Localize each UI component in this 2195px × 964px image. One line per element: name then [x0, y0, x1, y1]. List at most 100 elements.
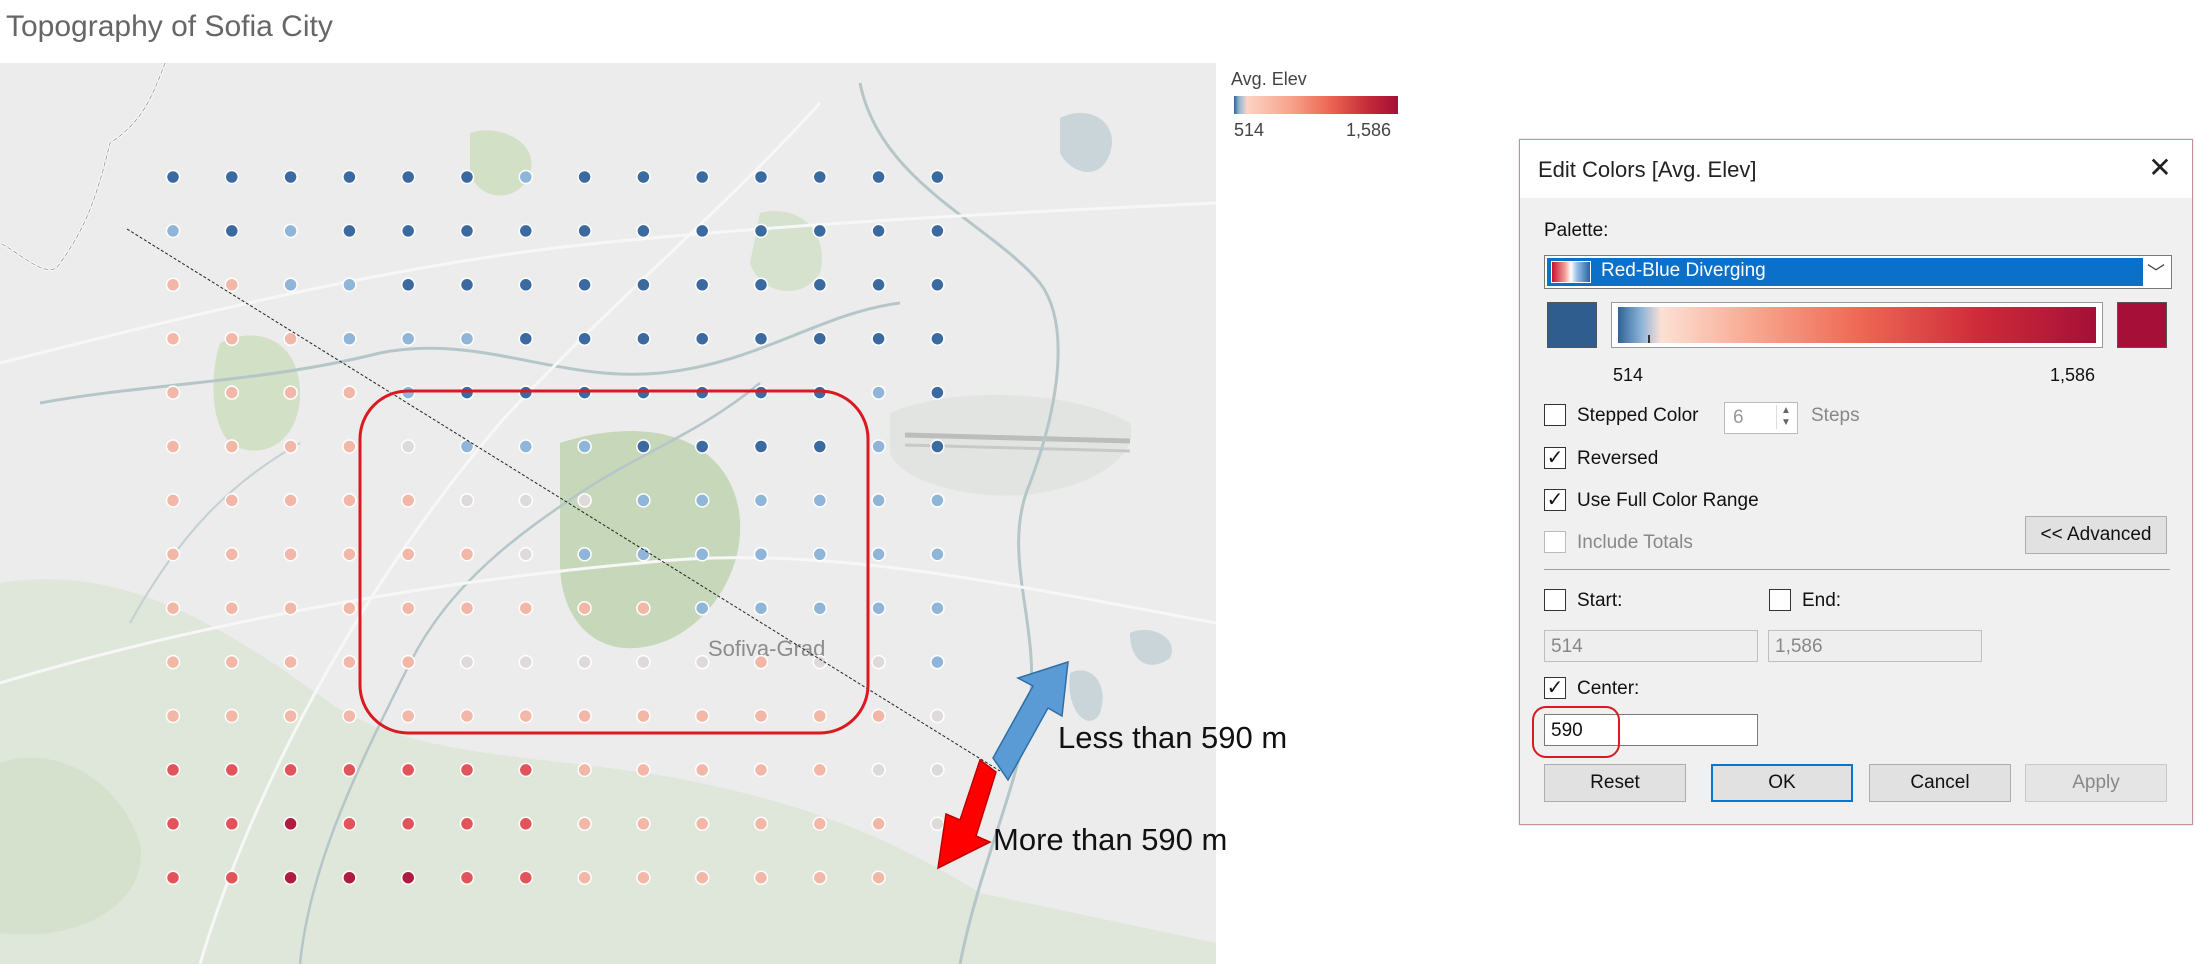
elevation-dot[interactable] [636, 169, 651, 185]
elevation-dot[interactable] [224, 439, 240, 454]
elevation-dot[interactable] [577, 708, 592, 724]
elevation-dot[interactable] [400, 762, 416, 778]
full-range-checkbox[interactable]: ✓ [1544, 489, 1566, 511]
elevation-dot[interactable] [283, 870, 298, 885]
elevation-dot[interactable] [400, 600, 416, 616]
elevation-dot[interactable] [400, 816, 416, 832]
elevation-dot[interactable] [812, 493, 828, 508]
elevation-dot[interactable] [224, 600, 240, 616]
elevation-dot[interactable] [636, 439, 651, 454]
start-checkbox[interactable] [1544, 589, 1566, 611]
elevation-dot[interactable] [459, 277, 475, 293]
elevation-dot[interactable] [342, 385, 357, 400]
elevation-dot[interactable] [224, 385, 240, 400]
elevation-dot[interactable] [577, 654, 592, 670]
elevation-dot[interactable] [930, 277, 945, 293]
elevation-dot[interactable] [518, 331, 534, 346]
elevation-dot[interactable] [753, 762, 769, 778]
elevation-dot[interactable] [753, 493, 769, 508]
center-checkbox[interactable]: ✓ [1544, 677, 1566, 699]
elevation-dot[interactable] [753, 385, 769, 400]
elevation-dot[interactable] [518, 439, 534, 454]
elevation-dot[interactable] [930, 439, 945, 454]
elevation-dot[interactable] [283, 169, 298, 185]
elevation-dot[interactable] [518, 169, 534, 185]
elevation-dot[interactable] [871, 547, 886, 562]
elevation-dot[interactable] [459, 816, 475, 832]
elevation-dot[interactable] [165, 277, 181, 293]
elevation-dot[interactable] [694, 708, 710, 724]
elevation-dot[interactable] [871, 493, 886, 508]
elevation-dot[interactable] [342, 762, 357, 778]
elevation-dot[interactable] [342, 277, 357, 293]
elevation-dot[interactable] [224, 816, 240, 832]
elevation-dot[interactable] [871, 654, 886, 670]
elevation-dot[interactable] [165, 654, 181, 670]
elevation-dot[interactable] [165, 169, 181, 185]
elevation-dot[interactable] [577, 493, 592, 508]
elevation-dot[interactable] [518, 708, 534, 724]
elevation-dot[interactable] [459, 600, 475, 616]
elevation-dot[interactable] [694, 169, 710, 185]
center-field[interactable]: 590 [1544, 714, 1758, 746]
elevation-dot[interactable] [812, 439, 828, 454]
elevation-dot[interactable] [871, 277, 886, 293]
elevation-dot[interactable] [224, 169, 240, 185]
elevation-dot[interactable] [694, 385, 710, 400]
elevation-dot[interactable] [577, 277, 592, 293]
elevation-dot[interactable] [694, 816, 710, 832]
elevation-dot[interactable] [283, 816, 298, 832]
elevation-dot[interactable] [459, 439, 475, 454]
dialog-titlebar[interactable]: Edit Colors [Avg. Elev] ✕ [1520, 140, 2192, 198]
elevation-dot[interactable] [400, 331, 416, 346]
elevation-dot[interactable] [871, 870, 886, 885]
elevation-dot[interactable] [518, 493, 534, 508]
elevation-dot[interactable] [577, 331, 592, 346]
elevation-dot[interactable] [459, 169, 475, 185]
elevation-dot[interactable] [224, 493, 240, 508]
elevation-dot[interactable] [165, 816, 181, 832]
elevation-dot[interactable] [459, 762, 475, 778]
elevation-dot[interactable] [518, 816, 534, 832]
elevation-dot[interactable] [577, 870, 592, 885]
map-view[interactable]: Sofiva-Grad [0, 63, 1216, 964]
elevation-dot[interactable] [342, 816, 357, 832]
cancel-button[interactable]: Cancel [1869, 764, 2011, 802]
elevation-dot[interactable] [577, 816, 592, 832]
elevation-dot[interactable] [930, 600, 945, 616]
elevation-dot[interactable] [636, 223, 651, 239]
elevation-dot[interactable] [812, 654, 828, 670]
elevation-dot[interactable] [459, 223, 475, 239]
elevation-dot[interactable] [400, 547, 416, 562]
elevation-dot[interactable] [342, 169, 357, 185]
elevation-dot[interactable] [400, 654, 416, 670]
elevation-dot[interactable] [518, 547, 534, 562]
elevation-dot[interactable] [518, 654, 534, 670]
elevation-dot[interactable] [812, 870, 828, 885]
elevation-dot[interactable] [753, 169, 769, 185]
include-totals-checkbox[interactable] [1544, 531, 1566, 553]
elevation-dot[interactable] [459, 385, 475, 400]
elevation-dot[interactable] [871, 816, 886, 832]
elevation-dot[interactable] [930, 762, 945, 778]
elevation-dot[interactable] [753, 277, 769, 293]
elevation-dot[interactable] [930, 223, 945, 239]
elevation-dot[interactable] [283, 493, 298, 508]
elevation-dot[interactable] [577, 762, 592, 778]
elevation-dot[interactable] [871, 223, 886, 239]
elevation-dot[interactable] [871, 169, 886, 185]
start-field[interactable]: 514 [1544, 630, 1758, 662]
elevation-dot[interactable] [518, 600, 534, 616]
elevation-dot[interactable] [224, 547, 240, 562]
close-icon[interactable]: ✕ [2148, 152, 2172, 183]
elevation-dot[interactable] [283, 708, 298, 724]
elevation-dot[interactable] [283, 762, 298, 778]
reversed-checkbox[interactable]: ✓ [1544, 447, 1566, 469]
elevation-dot[interactable] [224, 708, 240, 724]
elevation-dot[interactable] [400, 708, 416, 724]
elevation-dot[interactable] [812, 547, 828, 562]
elevation-dot[interactable] [871, 331, 886, 346]
elevation-dot[interactable] [636, 331, 651, 346]
end-checkbox[interactable] [1769, 589, 1791, 611]
elevation-dot[interactable] [577, 439, 592, 454]
